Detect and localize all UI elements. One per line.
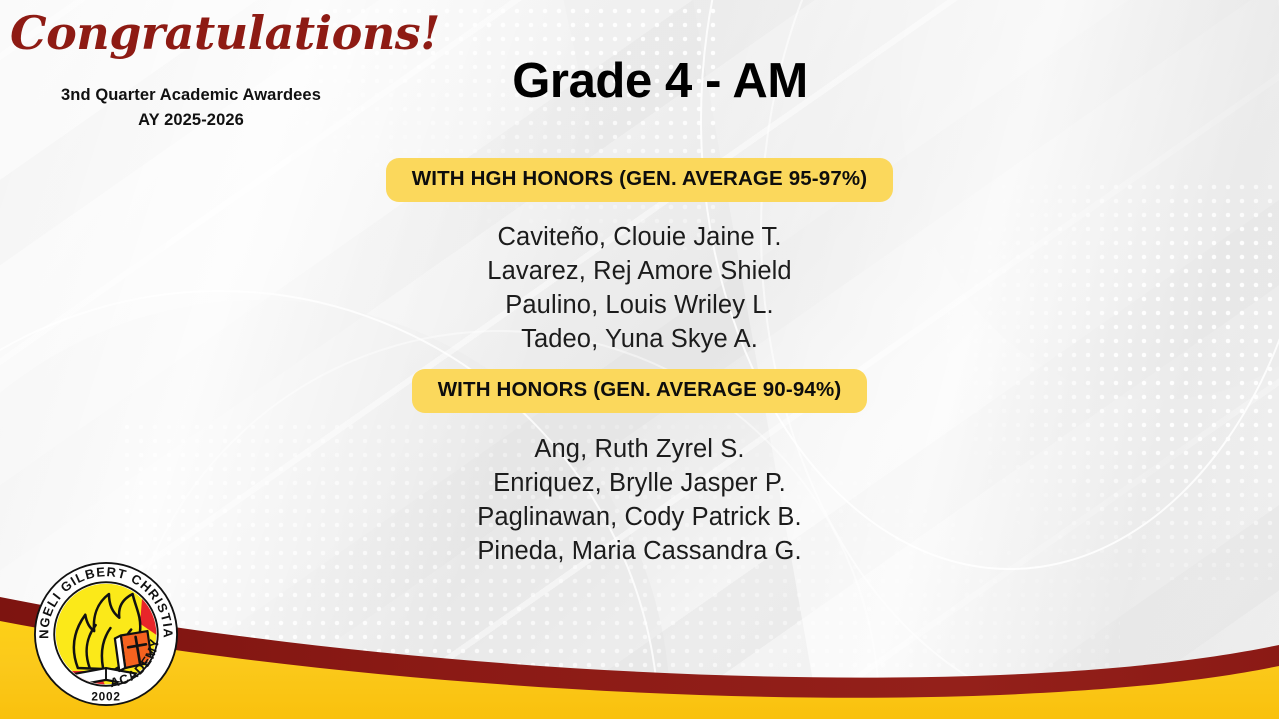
awardee-name: Tadeo, Yuna Skye A.: [521, 325, 758, 353]
badge-with-honors: WITH HONORS (GEN. AVERAGE 90-94%): [411, 369, 868, 413]
section-high-honors-badge-row: WITH HGH HONORS (GEN. AVERAGE 95-97%): [0, 158, 1279, 202]
bottom-wave-decoration: [0, 597, 1279, 719]
awardee-name: Lavarez, Rej Amore Shield: [487, 257, 792, 285]
logo-year: 2002: [91, 690, 120, 704]
congratulations-headline: Congratulations!: [10, 6, 440, 60]
awardee-list-high-honors: Caviteño, Clouie Jaine T. Lavarez, Rej A…: [0, 220, 1279, 356]
badge-with-high-honors: WITH HGH HONORS (GEN. AVERAGE 95-97%): [385, 158, 894, 202]
section-honors-badge-row: WITH HONORS (GEN. AVERAGE 90-94%): [0, 369, 1279, 413]
awardee-name: Paulino, Louis Wriley L.: [505, 291, 774, 319]
awardee-name: Caviteño, Clouie Jaine T.: [497, 223, 782, 251]
background-halftone-dots-top: [300, 0, 720, 250]
awardee-list-honors: Ang, Ruth Zyrel S. Enriquez, Brylle Jasp…: [0, 432, 1279, 568]
logo-bible-icon: [113, 629, 153, 673]
logo-inner-ring: [53, 581, 159, 687]
awardee-name: Ang, Ruth Zyrel S.: [534, 435, 745, 463]
awardee-name: Paglinawan, Cody Patrick B.: [477, 503, 802, 531]
wave-gold-band: [0, 621, 1279, 719]
grade-title: Grade 4 - AM: [512, 54, 808, 108]
subtitle-academic-year: AY 2025-2026: [138, 110, 244, 129]
awardee-name: Pineda, Maria Cassandra G.: [477, 537, 802, 565]
school-logo: ANGELI GILBERT CHRISTIAN ACADEMY 2002: [32, 560, 178, 706]
subtitle-block: 3nd Quarter Academic Awardees AY 2025-20…: [10, 84, 372, 133]
awardee-name: Enriquez, Brylle Jasper P.: [493, 469, 786, 497]
subtitle-quarter: 3nd Quarter Academic Awardees: [61, 86, 321, 104]
